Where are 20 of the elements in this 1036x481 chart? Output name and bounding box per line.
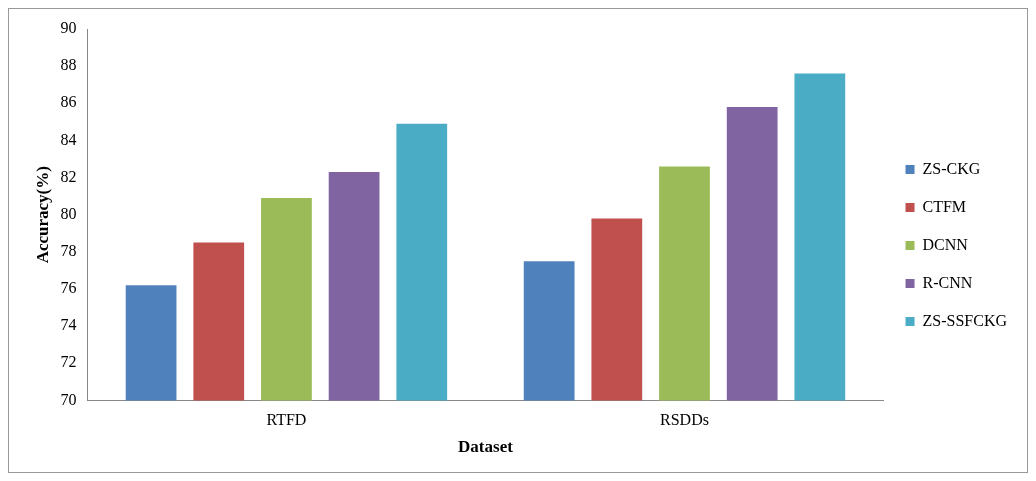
x-tick-label: RSDDs: [660, 411, 709, 429]
y-tick-label: 70: [60, 390, 77, 408]
y-tick-label: 86: [60, 93, 77, 111]
legend-label: R-CNN: [922, 273, 973, 291]
y-tick-label: 88: [60, 56, 77, 74]
y-tick-label: 80: [60, 204, 77, 222]
legend-label: ZS-CKG: [922, 159, 981, 177]
legend-label: ZS-SSFCKG: [922, 311, 1008, 329]
y-tick-label: 74: [60, 316, 77, 334]
y-tick-label: 76: [60, 279, 77, 297]
x-axis-title: Dataset: [458, 437, 514, 457]
y-tick-label: 84: [60, 130, 77, 148]
legend-label: CTFM: [922, 197, 967, 215]
y-axis-title: Accuracy(%): [32, 166, 52, 264]
legend-label: DCNN: [922, 235, 969, 253]
y-tick-label: 78: [60, 242, 77, 260]
y-tick-label: 72: [60, 353, 77, 371]
y-tick-label: 82: [60, 167, 77, 185]
y-tick-label: 90: [60, 19, 77, 37]
x-tick-label: RTFD: [266, 411, 307, 429]
